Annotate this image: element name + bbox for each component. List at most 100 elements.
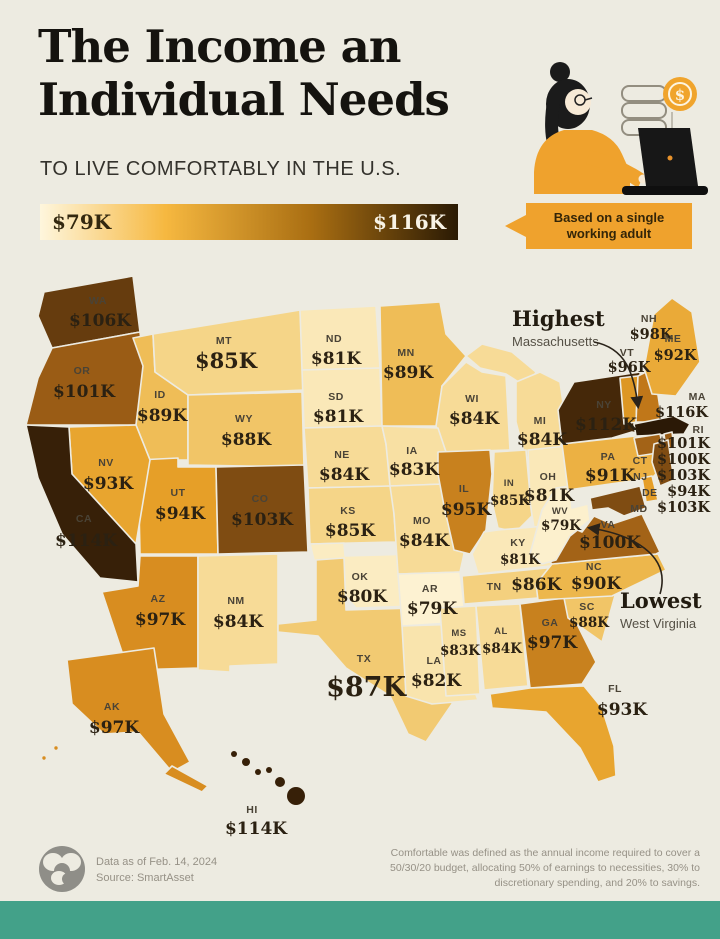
state-value-ok: $80K — [337, 587, 388, 607]
state-shape-me — [643, 297, 701, 397]
state-label-wy: WY — [235, 413, 253, 425]
state-label-nh: NH — [641, 313, 657, 325]
state-shape-al — [475, 603, 529, 691]
state-label-wv: WV — [552, 506, 568, 517]
state-value-ma: $116K — [655, 404, 709, 421]
state-label-wi: WI — [465, 393, 479, 405]
state-label-nm: NM — [227, 595, 244, 607]
state-value-or: $101K — [53, 382, 116, 402]
methodology-line-1: Comfortable was defined as the annual in… — [390, 847, 700, 859]
state-value-wa: $106K — [69, 311, 132, 331]
state-label-mi: MI — [534, 415, 547, 427]
state-value-nm: $84K — [213, 612, 264, 632]
methodology-line-3: discretionary spending, and 20% to savin… — [494, 877, 700, 889]
state-value-wi: $84K — [449, 409, 500, 429]
state-value-nh: $98K — [630, 326, 674, 343]
brand-bar: voronoi BY VISUAL CAPITALIST Where Data … — [0, 901, 720, 939]
title-line-1: The Income an — [38, 20, 401, 73]
state-value-ny: $112K — [575, 415, 638, 435]
state-value-mn: $89K — [383, 363, 434, 383]
state-label-id: ID — [154, 389, 166, 401]
state-value-ca: $114K — [55, 531, 118, 551]
state-label-ks: KS — [340, 505, 356, 517]
coin-stack-icon: $ — [621, 77, 697, 186]
state-shape-ma — [633, 415, 691, 437]
state-label-pa: PA — [601, 451, 616, 463]
state-shape-md — [589, 485, 647, 517]
state-label-or: OR — [74, 365, 91, 377]
ak-island-dot — [52, 744, 60, 752]
state-label-co: CO — [252, 493, 269, 505]
state-shape-nj — [651, 439, 675, 487]
state-value-id: $89K — [137, 406, 188, 426]
state-label-oh: OH — [540, 471, 557, 483]
state-value-nc: $90K — [571, 574, 622, 594]
state-value-co: $103K — [231, 510, 294, 530]
callout-line-1: Based on a single — [553, 210, 665, 225]
state-label-ut: UT — [171, 487, 186, 499]
callout-note: Based on a single working adult — [505, 203, 692, 249]
state-label-vt: VT — [620, 347, 635, 359]
state-label-in: IN — [504, 478, 515, 489]
state-value-nv: $93K — [83, 474, 134, 494]
callout-line-2: working adult — [566, 226, 652, 241]
state-label-sd: SD — [328, 391, 344, 403]
state-label-wa: WA — [89, 295, 107, 307]
state-label-il: IL — [459, 483, 469, 495]
highest-arrow — [593, 341, 644, 410]
state-value-ms: $83K — [440, 643, 481, 659]
state-label-tn: TN $86K — [487, 575, 563, 595]
state-label-tx: TX — [357, 653, 371, 665]
state-label-mn: MN — [397, 347, 414, 359]
state-shape-co — [215, 464, 309, 555]
state-value-ak: $97K — [89, 718, 140, 738]
state-label-fl: FL — [608, 683, 622, 695]
state-label-sc: SC — [579, 601, 595, 613]
state-label-ky: KY — [510, 537, 526, 549]
methodology-note: Comfortable was defined as the annual in… — [280, 846, 700, 891]
state-value-fl: $93K — [597, 700, 648, 720]
page-subtitle: TO LIVE COMFORTABLY IN THE U.S. — [40, 158, 402, 180]
state-label-az: AZ — [151, 593, 166, 605]
state-value-me: $92K — [654, 347, 698, 364]
legend-gradient-bar: $79K $116K — [40, 204, 458, 240]
state-value-wy: $88K — [221, 430, 272, 450]
state-shape-or — [25, 331, 145, 426]
state-label-mo: MO — [413, 515, 431, 527]
page-title: The Income an Individual Needs — [38, 20, 450, 126]
state-value-mi: $84K — [517, 430, 568, 450]
state-label-ia: IA — [406, 445, 418, 457]
state-label-ar: AR — [422, 583, 438, 595]
state-value-ky: $81K — [500, 552, 541, 568]
laptop-icon — [622, 128, 708, 195]
state-value-tx: $87K — [326, 672, 407, 703]
state-value-la: $82K — [411, 671, 462, 691]
highest-annotation-title: Highest — [512, 306, 605, 331]
state-label-ga: GA — [542, 617, 559, 629]
title-line-2: Individual Needs — [38, 73, 450, 126]
lowest-arrow — [586, 523, 663, 595]
state-value-wv: $79K — [541, 518, 582, 534]
state-value-hi: $114K — [225, 819, 288, 839]
state-label-hi: HI — [246, 804, 258, 816]
state-value-oh: $81K — [524, 486, 575, 506]
state-shape-hi — [231, 751, 305, 805]
legend-min-label: $79K — [52, 210, 112, 234]
state-label-ma: MA — [689, 391, 706, 403]
state-value-nd: $81K — [311, 349, 362, 369]
state-value-sd: $81K — [313, 407, 364, 427]
methodology-line-2: 50/30/20 budget, allocating 50% of earni… — [390, 862, 700, 874]
state-value-ne: $84K — [319, 465, 370, 485]
state-shape-ak-tail — [163, 765, 209, 793]
state-value-va: $100K — [579, 533, 642, 553]
state-value-mt: $85K — [195, 348, 258, 373]
state-value-mo: $84K — [399, 531, 450, 551]
state-value-ks: $85K — [325, 521, 376, 541]
highest-annotation-state: Massachusetts — [512, 334, 599, 349]
state-label-nd: ND — [326, 333, 342, 345]
state-label-ok: OK — [352, 571, 369, 583]
state-value-ut: $94K — [155, 504, 206, 524]
state-value-sc: $88K — [569, 615, 610, 631]
state-value-ar: $79K — [407, 599, 458, 619]
state-label-nj: NJ $103K — [633, 467, 711, 484]
